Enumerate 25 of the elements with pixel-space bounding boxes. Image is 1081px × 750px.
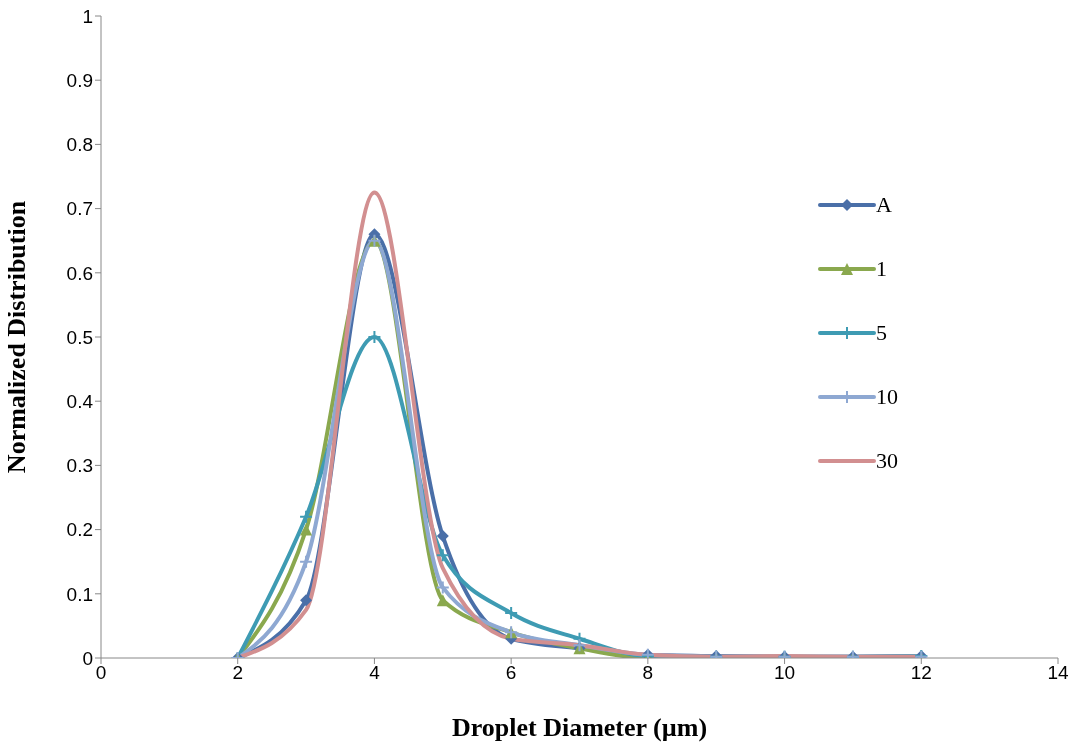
legend-label: 5	[876, 320, 887, 346]
y-tick-label: 0	[82, 647, 93, 669]
x-tick-label: 6	[505, 662, 517, 684]
x-tick-label: 14	[1047, 662, 1069, 684]
y-tick-label: 0.3	[66, 455, 93, 477]
legend-label: 1	[876, 256, 887, 282]
y-tick-label: 0.1	[66, 583, 93, 605]
y-tick-label: 0.8	[66, 134, 93, 156]
x-tick-label: 2	[232, 662, 243, 684]
legend-label: A	[876, 192, 892, 218]
x-axis-title: Droplet Diameter (µm)	[451, 713, 708, 742]
y-tick-label: 0.6	[66, 262, 93, 284]
y-tick-label: 0.4	[66, 390, 94, 412]
y-tick-label: 0.5	[66, 326, 93, 348]
legend-label: 10	[876, 384, 898, 410]
y-tick-label: 0.9	[66, 69, 93, 91]
y-tick-label: 1	[82, 5, 93, 27]
y-tick-label: 0.2	[66, 519, 93, 541]
y-axis-title: Normalized Distribution	[2, 200, 32, 474]
x-tick-label: 8	[642, 662, 654, 684]
legend-label: 30	[876, 448, 898, 474]
y-tick-label: 0.7	[66, 198, 93, 220]
x-tick-label: 4	[369, 662, 381, 684]
x-tick-label: 12	[910, 662, 932, 684]
x-tick-label: 10	[774, 662, 796, 684]
